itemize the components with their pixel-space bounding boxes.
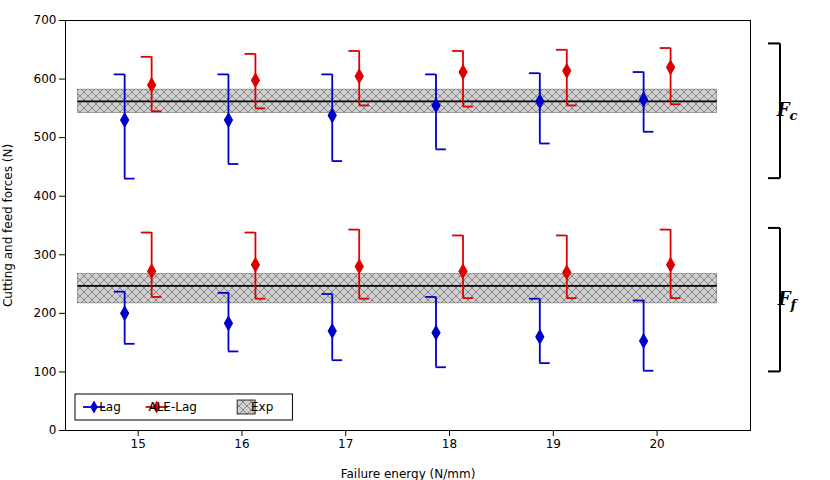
svg-text:18: 18	[442, 437, 457, 451]
svg-text:0: 0	[49, 423, 57, 437]
svg-text:Fc: Fc	[776, 99, 798, 123]
svg-text:16: 16	[234, 437, 249, 451]
svg-text:Ff: Ff	[777, 288, 799, 312]
svg-text:600: 600	[34, 72, 57, 86]
svg-text:15: 15	[131, 437, 146, 451]
svg-text:Cutting and feed forces (N): Cutting and feed forces (N)	[1, 144, 15, 307]
svg-text:17: 17	[338, 437, 353, 451]
svg-text:ALE-Lag: ALE-Lag	[148, 400, 196, 414]
svg-text:400: 400	[34, 189, 57, 203]
svg-text:100: 100	[34, 365, 57, 379]
svg-text:19: 19	[546, 437, 561, 451]
svg-text:200: 200	[34, 306, 57, 320]
svg-text:300: 300	[34, 248, 57, 262]
svg-text:Failure energy (N/mm): Failure energy (N/mm)	[341, 467, 476, 480]
svg-text:Lag: Lag	[99, 400, 121, 414]
svg-text:700: 700	[34, 13, 57, 27]
svg-text:Exp: Exp	[251, 400, 273, 414]
svg-text:20: 20	[649, 437, 664, 451]
svg-text:500: 500	[34, 130, 57, 144]
